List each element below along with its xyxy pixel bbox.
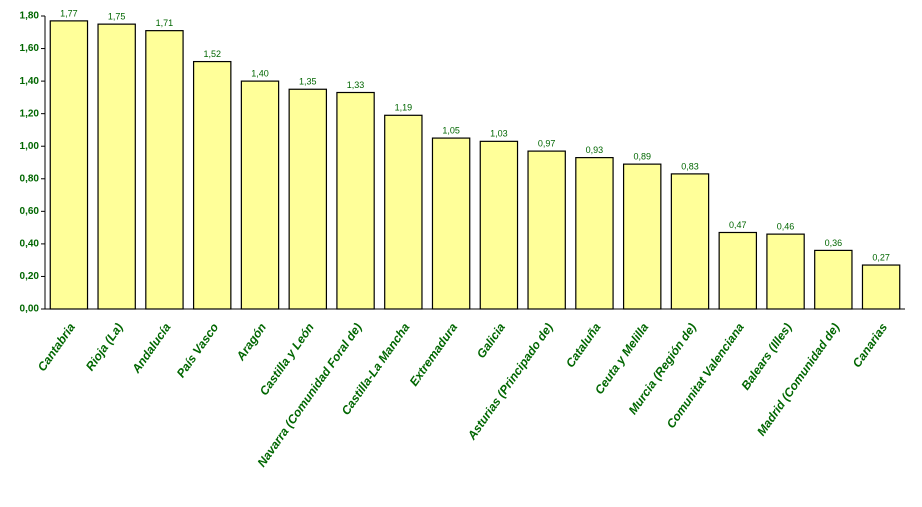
x-tick-label: Balears (Illes) bbox=[738, 321, 794, 393]
bar bbox=[527, 150, 566, 310]
bar bbox=[670, 173, 710, 310]
bar bbox=[97, 23, 136, 310]
x-tick-label: Cataluña bbox=[563, 320, 604, 370]
bar bbox=[145, 30, 184, 310]
value-label: 1,40 bbox=[251, 68, 269, 78]
y-tick-label: 0,00 bbox=[20, 304, 40, 315]
value-label: 0,89 bbox=[633, 152, 651, 162]
value-label: 0,47 bbox=[729, 220, 747, 230]
bar bbox=[336, 91, 375, 310]
x-tick-label: Aragón bbox=[233, 321, 269, 364]
value-label: 1,19 bbox=[395, 103, 413, 113]
bar bbox=[431, 137, 471, 310]
value-label: 1,05 bbox=[442, 125, 460, 135]
value-label: 1,75 bbox=[108, 12, 126, 22]
y-tick-label: 0,20 bbox=[20, 271, 40, 282]
bar bbox=[718, 231, 758, 310]
value-label: 0,93 bbox=[586, 145, 604, 155]
bar bbox=[192, 60, 232, 310]
y-tick-label: 1,80 bbox=[20, 11, 40, 22]
x-tick-label: Canarias bbox=[850, 320, 891, 370]
y-tick-label: 0,80 bbox=[20, 173, 40, 184]
value-label: 1,77 bbox=[60, 8, 78, 18]
x-tick-label: Cantabria bbox=[35, 320, 78, 374]
bar bbox=[240, 80, 280, 310]
x-tick-label: Extremadura bbox=[407, 320, 461, 388]
bar bbox=[384, 114, 423, 310]
x-tick-label: Asturias (Principado de) bbox=[464, 321, 556, 443]
y-tick-label: 0,40 bbox=[20, 239, 40, 250]
value-label: 1,52 bbox=[203, 49, 221, 59]
y-tick-label: 1,20 bbox=[20, 108, 40, 119]
value-label: 0,97 bbox=[538, 138, 556, 148]
x-tick-label: Rioja (La) bbox=[83, 321, 126, 374]
bar bbox=[49, 20, 89, 310]
value-label: 1,03 bbox=[490, 129, 508, 139]
y-tick-label: 1,60 bbox=[20, 43, 40, 54]
y-tick-label: 1,00 bbox=[20, 141, 40, 152]
value-label: 1,33 bbox=[347, 80, 365, 90]
y-tick-label: 1,40 bbox=[20, 76, 40, 87]
bar bbox=[622, 163, 662, 310]
bar bbox=[861, 264, 901, 310]
x-tick-label: Galicia bbox=[474, 320, 508, 361]
x-tick-label: Madrid (Comunidad de) bbox=[754, 321, 842, 439]
bar bbox=[288, 88, 328, 310]
bar bbox=[575, 157, 614, 310]
x-tick-label: Andalucía bbox=[129, 320, 174, 376]
bar bbox=[479, 140, 519, 310]
value-label: 1,35 bbox=[299, 77, 317, 87]
value-label: 0,46 bbox=[777, 221, 795, 231]
value-label: 0,27 bbox=[872, 252, 890, 262]
value-label: 1,71 bbox=[156, 18, 174, 28]
bar bbox=[766, 233, 805, 310]
value-label: 0,36 bbox=[825, 238, 843, 248]
bar bbox=[814, 249, 853, 310]
y-tick-label: 0,60 bbox=[20, 206, 40, 217]
value-label: 0,83 bbox=[681, 161, 699, 171]
x-tick-label: País Vasco bbox=[174, 321, 222, 381]
